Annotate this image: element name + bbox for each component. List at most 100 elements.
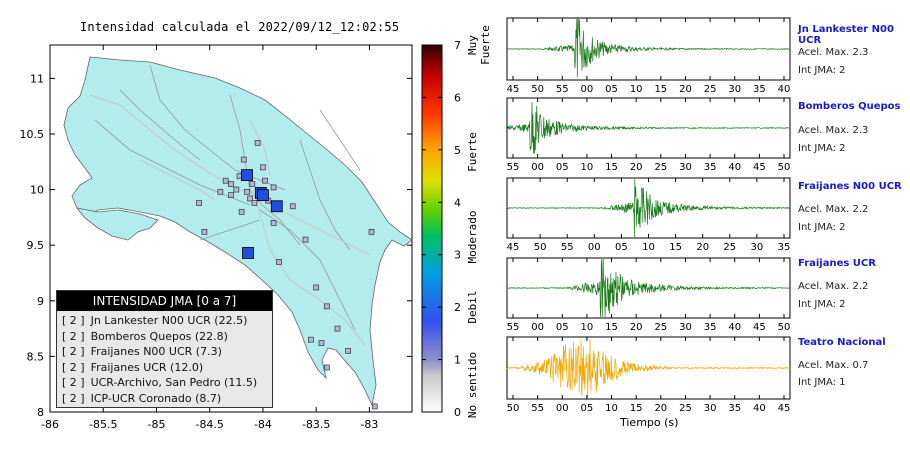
time-tick-label: 50 — [531, 84, 544, 95]
time-tick-label: 05 — [556, 162, 569, 173]
legend-label: UCR-Archivo, San Pedro (11.5) — [90, 376, 258, 389]
minor-station-marker — [238, 208, 245, 215]
lon-tick-label: -83 — [360, 418, 378, 431]
colorbar-tick-label: 1 — [454, 354, 461, 367]
minor-station-marker — [289, 203, 296, 210]
trace-3-int: Int JMA: 2 — [798, 222, 846, 233]
time-tick-label: 15 — [654, 84, 667, 95]
trace-panel: 50 55 00 05 10 15 20 25 30 35 40 45 — [506, 336, 791, 414]
time-tick-label: 35 — [704, 322, 717, 333]
time-tick-label: 40 — [778, 84, 791, 95]
trace-panel: 45 50 55 00 05 10 15 20 25 30 35 40 — [506, 17, 791, 95]
minor-station-marker — [254, 140, 261, 146]
time-tick-label: 25 — [704, 84, 717, 95]
trace-5-accel: Acel. Max. 0.7 — [798, 360, 869, 371]
minor-station-marker — [308, 336, 314, 343]
trace-5-title: Teatro Nacional — [798, 337, 886, 348]
trace-panel: 55 00 05 10 15 20 25 30 35 40 45 50 — [506, 257, 791, 333]
time-tick-label: 35 — [778, 242, 791, 253]
legend-intensity: [ 2 ] — [62, 329, 85, 343]
time-tick-label: 20 — [679, 84, 692, 95]
legend-label: Fraijanes N00 UCR (7.3) — [90, 345, 222, 358]
minor-station-marker — [247, 195, 254, 202]
province-boundaries — [94, 64, 361, 331]
minor-station-marker — [371, 403, 378, 410]
time-tick-label: 15 — [669, 242, 682, 253]
trace-2-title: Bomberos Quepos — [798, 101, 901, 112]
trace-panel: 45 50 55 00 05 10 15 20 25 30 35 — [506, 177, 791, 253]
waveform-line — [507, 18, 791, 78]
minor-station-marker — [233, 186, 240, 193]
lon-tick-label: -84.5 — [195, 418, 223, 431]
minor-station-marker — [201, 228, 208, 235]
time-tick-label: 55 — [507, 322, 520, 333]
time-tick-label: 25 — [654, 322, 667, 333]
time-tick-label: 10 — [630, 84, 643, 95]
time-tick-label: 55 — [531, 403, 544, 414]
time-tick-label: 20 — [696, 242, 709, 253]
major-stations — [241, 169, 283, 259]
lon-tick-label: -83.5 — [302, 418, 330, 431]
waveform-line — [506, 178, 790, 238]
time-tick-label: 00 — [556, 403, 569, 414]
time-tick-label: 40 — [728, 162, 741, 173]
trace-3-accel: Acel. Max. 2.2 — [798, 204, 869, 215]
time-tick-label: 20 — [630, 162, 643, 173]
trace-4-accel: Acel. Max. 2.2 — [798, 281, 869, 292]
minor-station-marker — [249, 181, 256, 187]
time-tick-label: 15 — [605, 162, 618, 173]
time-tick-label: 25 — [654, 162, 667, 173]
time-tick-label: 30 — [728, 84, 741, 95]
time-tick-label: 45 — [507, 84, 520, 95]
minor-station-marker — [251, 200, 258, 206]
minor-station-marker — [318, 340, 325, 346]
legend-entry: [ 2 ] ICP-UCR Coronado (8.7) — [57, 391, 272, 407]
legend-label: Jn Lankester N00 UCR (22.5) — [90, 314, 248, 327]
minor-station-marker — [313, 284, 320, 291]
time-tick-label: 40 — [753, 403, 766, 414]
minor-station-marker — [222, 177, 229, 184]
time-axis-label: Tiempo (s) — [620, 416, 679, 429]
legend-intensity: [ 2 ] — [62, 391, 85, 405]
lat-tick-label: 9.5 — [27, 239, 45, 252]
time-tick-label: 20 — [630, 322, 643, 333]
minor-station-marker — [240, 156, 247, 163]
time-tick-label: 45 — [753, 162, 766, 173]
minor-station-marker — [244, 188, 250, 195]
minor-station-marker — [260, 164, 266, 171]
legend-entry: [ 2 ] Jn Lankester N00 UCR (22.5) — [57, 313, 272, 329]
time-tick-label: 25 — [679, 403, 692, 414]
time-tick-label: 50 — [778, 322, 791, 333]
minor-station-marker — [228, 192, 234, 198]
time-tick-label: 45 — [507, 242, 520, 253]
colorbar-tick-label: 7 — [454, 39, 461, 52]
trace-panels: 45 50 55 00 05 10 15 20 25 30 35 40 55 00 05 10 15 20 25 30… — [506, 17, 791, 414]
colorbar-tick-label: 6 — [454, 91, 461, 104]
time-tick-label: 35 — [728, 403, 741, 414]
cbar-label-fuerte: Fuerte — [466, 132, 479, 172]
map-axes: -86 -85.5 -85 -84.5 -84 -83.5 -83 11 10.5 10 9.5 9 8… — [20, 45, 412, 431]
legend-entry: [ 2 ] Bomberos Quepos (22.8) — [57, 329, 272, 345]
time-tick-label: 05 — [615, 242, 628, 253]
time-tick-label: 00 — [581, 84, 594, 95]
time-tick-label: 05 — [605, 84, 618, 95]
time-tick-label: 30 — [751, 242, 764, 253]
legend-entry: [ 2 ] Fraijanes N00 UCR (7.3) — [57, 344, 272, 360]
time-tick-label: 25 — [723, 242, 736, 253]
lat-tick-label: 8.5 — [27, 350, 45, 363]
trace-1-int: Int JMA: 2 — [798, 65, 846, 76]
lat-tick-label: 8 — [37, 406, 44, 419]
colorbar-ticks: 7 6 5 4 3 2 1 0 — [422, 39, 461, 419]
colorbar: 7 6 5 4 3 2 1 0 — [421, 39, 461, 419]
station-marker — [242, 247, 254, 259]
time-tick-label: 20 — [654, 403, 667, 414]
legend-intensity: [ 2 ] — [62, 360, 85, 374]
time-tick-label: 50 — [778, 162, 791, 173]
time-tick-label: 50 — [534, 242, 547, 253]
time-tick-label: 30 — [679, 162, 692, 173]
colorbar-tick-label: 3 — [454, 249, 461, 262]
trace-3-title: Fraijanes N00 UCR — [798, 181, 902, 192]
station-marker — [241, 169, 253, 182]
lon-tick-label: -85 — [147, 418, 165, 431]
time-tick-label: 10 — [581, 322, 594, 333]
